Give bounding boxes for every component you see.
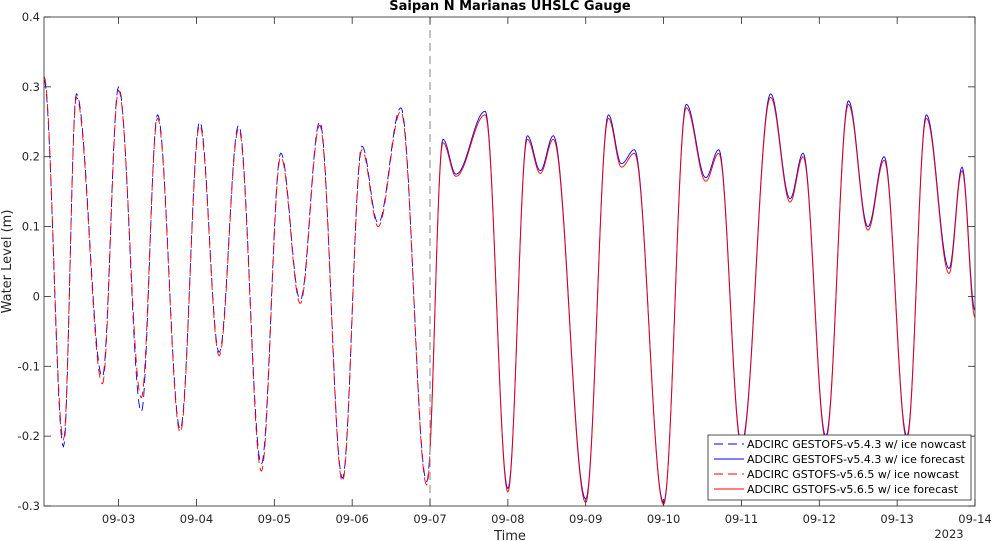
y-tick-label: 0.3: [22, 80, 40, 94]
x-tick-label: 09-11: [725, 512, 758, 526]
legend: ADCIRC GESTOFS-v5.4.3 w/ ice nowcast ADCI…: [707, 434, 972, 501]
x-tick-label: 09-04: [180, 512, 213, 526]
year-label: 2023: [934, 527, 963, 541]
y-tick-label: -0.2: [18, 429, 40, 443]
series-layer: [43, 76, 976, 506]
y-axis-title: Water Level (m): [0, 210, 15, 314]
x-tick-label: 09-06: [335, 512, 368, 526]
y-tick-label: -0.3: [18, 499, 40, 513]
y-tick-label: -0.1: [18, 359, 40, 373]
plot-frame: [43, 16, 976, 507]
legend-entries: ADCIRC GESTOFS-v5.4.3 w/ ice nowcast ADCI…: [714, 438, 967, 496]
plot-area: [44, 17, 975, 506]
x-tick-label: 09-14: [958, 512, 991, 526]
x-tick-label: 09-05: [258, 512, 291, 526]
x-tick-label: 09-10: [647, 512, 680, 526]
legend-label: ADCIRC GSTOFS-v5.6.5 w/ ice forecast: [747, 483, 959, 496]
legend-label: ADCIRC GESTOFS-v5.4.3 w/ ice forecast: [747, 453, 966, 466]
x-tick-label: 09-03: [102, 512, 135, 526]
y-tick-label: 0: [33, 289, 40, 303]
x-axis-title: Time: [493, 529, 526, 541]
y-tick-label: 0.1: [22, 220, 40, 234]
chart-title: Saipan N Marianas UHSLC Gauge: [389, 0, 631, 14]
x-tick-label: 09-08: [491, 512, 524, 526]
legend-box: [707, 434, 972, 501]
series-line-gstofs_v565-nowcast: [43, 76, 431, 486]
x-tick-label: 09-09: [569, 512, 602, 526]
y-axis: -0.3 -0.2 -0.1 0 0.1 0.2 0.3 0.4: [18, 10, 975, 513]
x-tick-label: 09-07: [413, 512, 446, 526]
series-line-gestofs_v543-nowcast: [43, 79, 431, 483]
legend-label: ADCIRC GESTOFS-v5.4.3 w/ ice nowcast: [747, 438, 967, 451]
series-line-gstofs_v565-forecast: [429, 96, 976, 506]
y-tick-label: 0.2: [22, 150, 40, 164]
x-tick-label: 09-12: [803, 512, 836, 526]
legend-label: ADCIRC GSTOFS-v5.6.5 w/ ice nowcast: [747, 468, 960, 481]
x-tick-label: 09-13: [880, 512, 913, 526]
x-axis: 09-03 09-04 09-05 09-06 09-07 09-08 09-09 09-10…: [102, 17, 992, 526]
y-tick-label: 0.4: [22, 10, 40, 24]
